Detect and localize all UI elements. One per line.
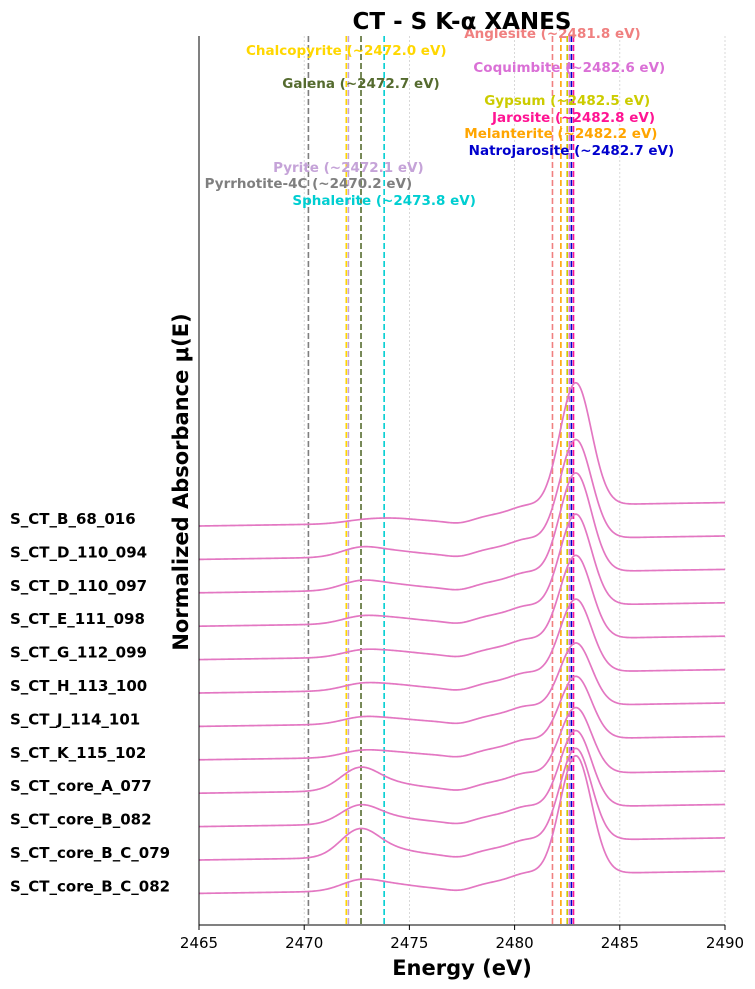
reference-label: Jarosite (~2482.8 eV) — [491, 110, 655, 126]
spectrum-line — [198, 438, 726, 561]
x-tick-label: 2480 — [496, 934, 534, 952]
reference-label: Natrojarosite (~2482.7 eV) — [469, 143, 675, 159]
spectrum-line — [198, 675, 726, 761]
spectrum-line — [198, 598, 726, 694]
sample-label: S_CT_B_68_016 — [10, 510, 136, 528]
reference-label: Chalcopyrite (~2472.0 eV) — [246, 43, 447, 59]
spectrum-line — [198, 381, 726, 527]
sample-label: S_CT_H_113_100 — [10, 677, 147, 695]
sample-label: S_CT_core_A_077 — [10, 777, 152, 795]
reference-labels: Pyrrhotite-4C (~2470.2 eV) Chalcopyrite (… — [205, 26, 675, 209]
sample-label: S_CT_core_B_C_079 — [10, 844, 170, 862]
reference-label: Pyrrhotite-4C (~2470.2 eV) — [205, 176, 413, 192]
x-tick-label: 2490 — [706, 934, 744, 952]
x-tick-label: 2465 — [180, 934, 218, 952]
spectrum-line — [198, 747, 726, 861]
sample-label: S_CT_D_110_097 — [10, 577, 147, 595]
sample-label: S_CT_J_114_101 — [10, 710, 140, 728]
spectrum-line — [198, 729, 726, 828]
x-tick-label: 2470 — [285, 934, 323, 952]
reference-label: Gypsum (~2482.5 eV) — [484, 93, 650, 109]
chart-title: CT - S K-α XANES — [353, 9, 572, 35]
reference-label: Galena (~2472.7 eV) — [282, 76, 439, 92]
sample-label: S_CT_K_115_102 — [10, 744, 146, 762]
spectra-curves — [198, 381, 726, 895]
y-axis-label: Normalized Absorbance μ(E) — [169, 313, 193, 650]
spectrum-line — [198, 706, 726, 795]
spectrum-line — [198, 554, 726, 661]
x-tick-label: 2475 — [390, 934, 428, 952]
spectrum-line — [198, 472, 726, 594]
sample-label: S_CT_G_112_099 — [10, 644, 147, 662]
axes: 2465 2470 2475 2480 2485 2490 — [180, 36, 744, 952]
spectrum-line — [198, 642, 726, 728]
x-tick-label: 2485 — [601, 934, 639, 952]
reference-label: Coquimbite (~2482.6 eV) — [473, 60, 665, 76]
sample-label: S_CT_core_B_082 — [10, 811, 152, 829]
reference-label: Anglesite (~2481.8 eV) — [464, 26, 641, 42]
x-axis-label: Energy (eV) — [392, 956, 532, 980]
reference-label: Pyrite (~2472.1 eV) — [273, 160, 424, 176]
reference-label: Melanterite (~2482.2 eV) — [464, 126, 657, 142]
sample-labels: S_CT_B_68_016 S_CT_D_110_094 S_CT_D_110_09… — [10, 510, 170, 895]
sample-label: S_CT_core_B_C_082 — [10, 877, 170, 895]
sample-label: S_CT_D_110_094 — [10, 543, 147, 561]
sample-label: S_CT_E_111_098 — [10, 610, 145, 628]
grid-lines — [303, 36, 726, 925]
spectrum-line — [198, 513, 726, 628]
reference-label: Sphalerite (~2473.8 eV) — [292, 193, 476, 209]
spectrum-line — [198, 754, 726, 895]
